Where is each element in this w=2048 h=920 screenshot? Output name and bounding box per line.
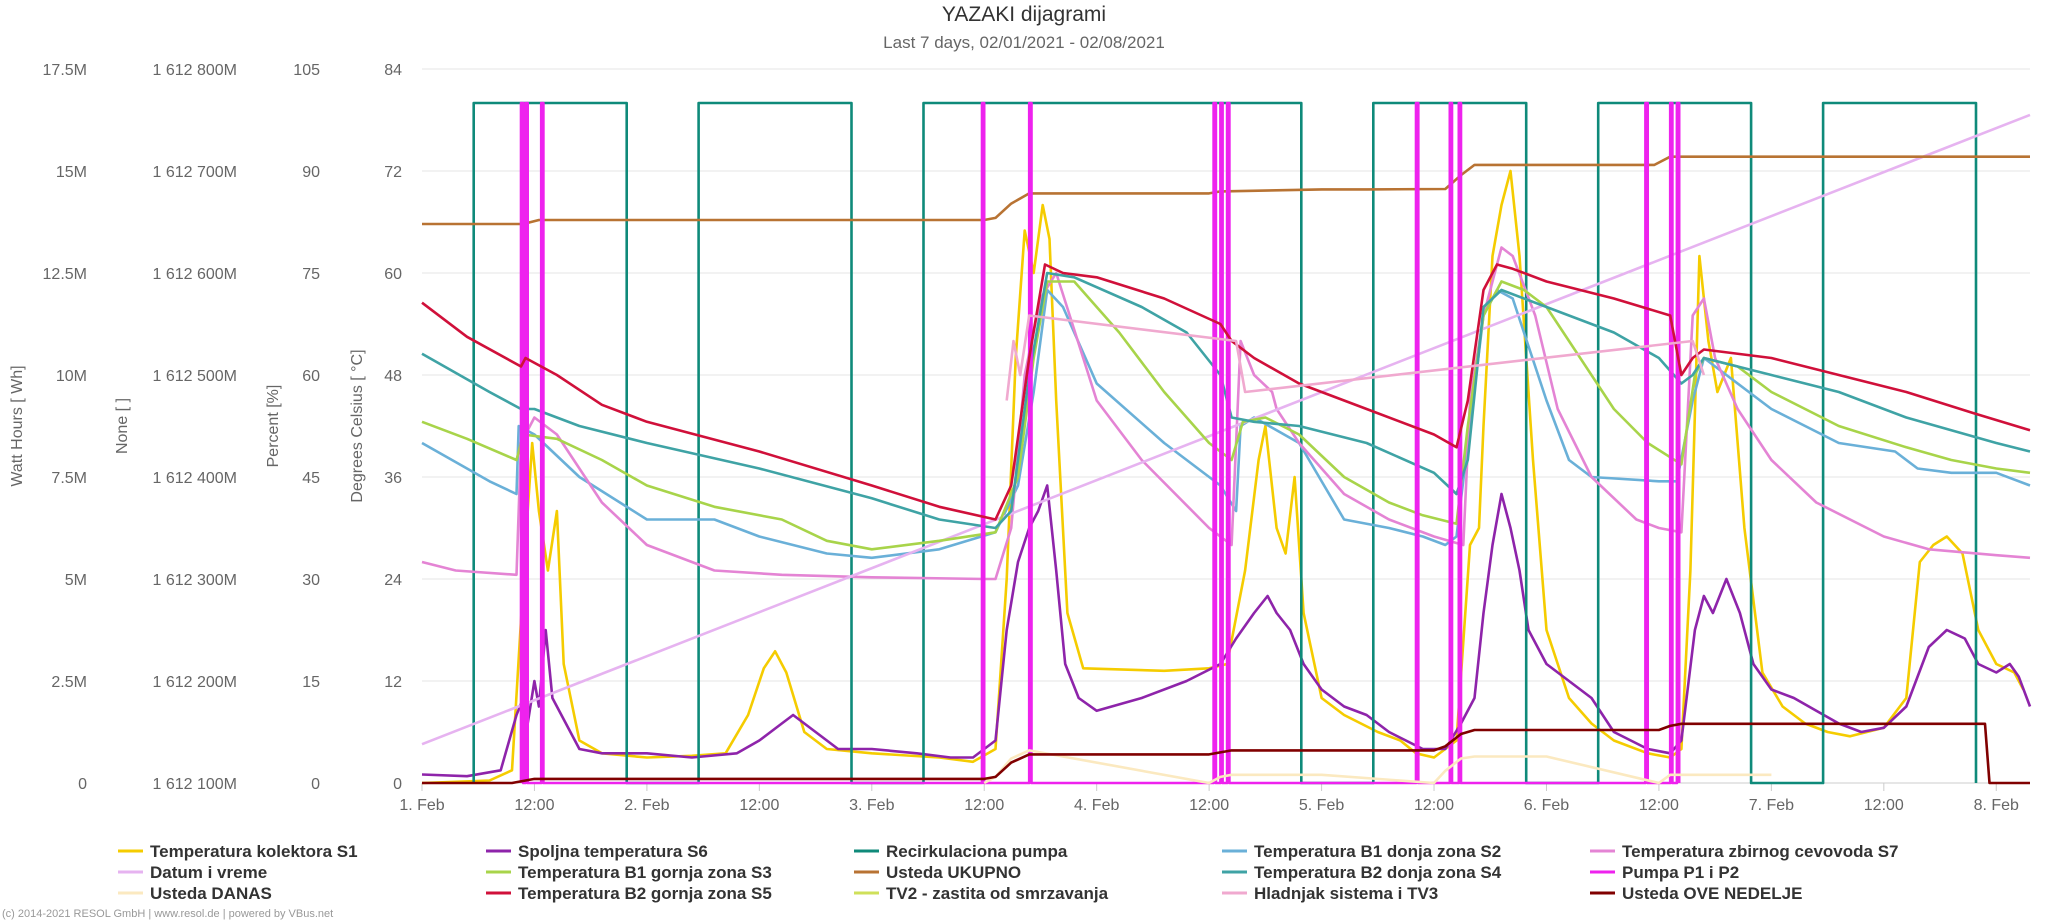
legend[interactable]: Temperatura kolektora S1 Spoljna temperat…	[118, 842, 1898, 903]
y-tick-label: 1 612 700M	[152, 164, 237, 181]
chart-title: YAZAKI dijagrami	[942, 3, 1106, 26]
legend-item[interactable]: Recirkulaciona pumpa	[854, 842, 1068, 861]
y-tick-label: 48	[384, 368, 402, 385]
y-tick-label: 45	[302, 470, 320, 487]
legend-label: Usteda UKUPNO	[886, 863, 1021, 882]
legend-label: Recirkulaciona pumpa	[886, 842, 1068, 861]
legend-item[interactable]: Datum i vreme	[118, 863, 267, 882]
y-tick-label: 1 612 600M	[152, 266, 237, 283]
x-tick-label: 7. Feb	[1749, 797, 1794, 814]
legend-label: Spoljna temperatura S6	[518, 842, 708, 861]
legend-label: Pumpa P1 i P2	[1622, 863, 1739, 882]
y-tick-label: 12	[384, 674, 402, 691]
x-axis: 1. Feb 12:00 2. Feb 12:00 3. Feb 12:00 4. Feb 1…	[399, 783, 2019, 814]
legend-item[interactable]: Pumpa P1 i P2	[1590, 863, 1739, 882]
legend-label: Temperatura zbirnog cevovoda S7	[1622, 842, 1898, 861]
y-tick-label: 15M	[56, 164, 87, 181]
y-axis-title: Percent [%]	[265, 385, 282, 468]
y-tick-label: 60	[384, 266, 402, 283]
y-tick-label: 1 612 800M	[152, 62, 237, 79]
series-line	[421, 263, 2031, 521]
y-tick-label: 90	[302, 164, 320, 181]
legend-item[interactable]: Usteda DANAS	[118, 884, 272, 903]
series-line	[422, 155, 2030, 226]
y-tick-label: 5M	[65, 572, 87, 589]
series-line	[421, 288, 2031, 560]
series-line	[421, 169, 2025, 785]
x-tick-label: 6. Feb	[1524, 797, 1569, 814]
legend-item[interactable]: Temperatura B1 gornja zona S3	[486, 863, 772, 882]
y-tick-label: 7.5M	[51, 470, 87, 487]
legend-label: Temperatura B1 gornja zona S3	[518, 863, 772, 882]
legend-item[interactable]: Temperatura B2 donja zona S4	[1222, 863, 1502, 882]
legend-label: Usteda DANAS	[150, 884, 272, 903]
x-tick-label: 12:00	[1639, 797, 1679, 814]
y-tick-label: 17.5M	[43, 62, 87, 79]
credits[interactable]: (c) 2014-2021 RESOL GmbH | www.resol.de …	[2, 908, 333, 920]
y-tick-label: 12.5M	[43, 266, 87, 283]
legend-item[interactable]: Temperatura kolektora S1	[118, 842, 358, 861]
legend-item[interactable]: Spoljna temperatura S6	[486, 842, 708, 861]
y-tick-label: 10M	[56, 368, 87, 385]
series-line	[421, 271, 2031, 530]
legend-item[interactable]: Temperatura zbirnog cevovoda S7	[1590, 842, 1898, 861]
y-tick-label: 24	[384, 572, 402, 589]
y-tick-label: 72	[384, 164, 402, 181]
y-tick-label: 36	[384, 470, 402, 487]
legend-label: Usteda OVE NEDELJE	[1622, 884, 1802, 903]
y-axis-title: None [ ]	[114, 398, 131, 454]
x-tick-label: 12:00	[1189, 797, 1229, 814]
y-tick-label: 30	[302, 572, 320, 589]
y-tick-label: 1 612 200M	[152, 674, 237, 691]
y-tick-label: 1 612 500M	[152, 368, 237, 385]
x-tick-label: 2. Feb	[624, 797, 669, 814]
x-tick-label: 12:00	[514, 797, 554, 814]
y-tick-label: 2.5M	[51, 674, 87, 691]
legend-label: TV2 - zastita od smrzavanja	[886, 884, 1109, 903]
legend-label: Temperatura B2 gornja zona S5	[518, 884, 772, 903]
series-line	[422, 722, 2030, 785]
y-tick-label: 0	[393, 776, 402, 793]
y-tick-label: 1 612 400M	[152, 470, 237, 487]
y-tick-label: 60	[302, 368, 320, 385]
legend-item[interactable]: Usteda OVE NEDELJE	[1590, 884, 1802, 903]
y-tick-label: 0	[311, 776, 320, 793]
legend-item[interactable]: TV2 - zastita od smrzavanja	[854, 884, 1109, 903]
series-line	[519, 101, 1681, 785]
x-tick-label: 12:00	[739, 797, 779, 814]
legend-label: Temperatura B2 donja zona S4	[1254, 863, 1502, 882]
legend-label: Temperatura B1 donja zona S2	[1254, 842, 1501, 861]
y-tick-label: 15	[302, 674, 320, 691]
legend-item[interactable]: Temperatura B2 gornja zona S5	[486, 884, 772, 903]
x-tick-label: 12:00	[964, 797, 1004, 814]
legend-label: Datum i vreme	[150, 863, 267, 882]
y-tick-label: 1 612 100M	[152, 776, 237, 793]
x-tick-label: 12:00	[1414, 797, 1454, 814]
x-tick-label: 8. Feb	[1974, 797, 2019, 814]
series-group	[421, 101, 2032, 785]
series-line	[1005, 314, 1706, 401]
y-tick-label: 0	[78, 776, 87, 793]
legend-label: Temperatura kolektora S1	[150, 842, 358, 861]
y-tick-label: 1 612 300M	[152, 572, 237, 589]
y-tick-label: 105	[293, 62, 320, 79]
x-tick-label: 5. Feb	[1299, 797, 1344, 814]
y-axis-title: Watt Hours [ Wh]	[9, 365, 26, 486]
y-axes: 0 2.5M 5M 7.5M 10M 12.5M 15M 17.5M Watt Hours [ …	[9, 62, 402, 793]
y-axis-title: Degrees Celsius [ °C]	[349, 349, 366, 502]
x-tick-label: 3. Feb	[849, 797, 894, 814]
legend-item[interactable]: Usteda UKUPNO	[854, 863, 1021, 882]
legend-label: Hladnjak sistema i TV3	[1254, 884, 1438, 903]
x-tick-label: 4. Feb	[1074, 797, 1119, 814]
y-tick-label: 84	[384, 62, 402, 79]
chart-subtitle: Last 7 days, 02/01/2021 - 02/08/2021	[883, 33, 1165, 52]
y-tick-label: 75	[302, 266, 320, 283]
legend-item[interactable]: Hladnjak sistema i TV3	[1222, 884, 1438, 903]
legend-item[interactable]: Temperatura B1 donja zona S2	[1222, 842, 1501, 861]
series-line	[983, 749, 1772, 785]
x-tick-label: 12:00	[1864, 797, 1904, 814]
x-tick-label: 1. Feb	[399, 797, 444, 814]
